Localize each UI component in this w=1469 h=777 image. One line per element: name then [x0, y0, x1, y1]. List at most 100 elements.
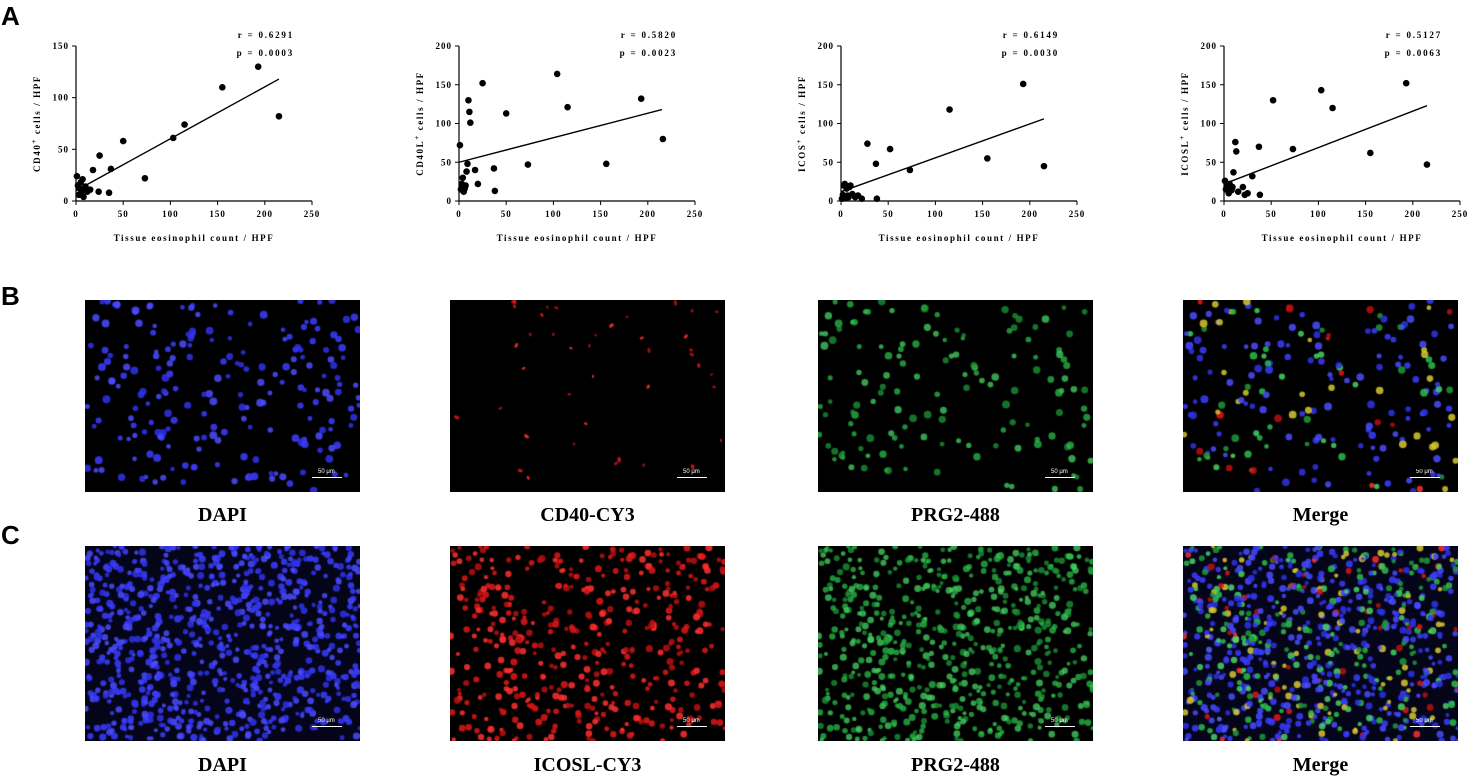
- data-point: [873, 195, 881, 202]
- r-value-label: r = 0.6149: [1003, 30, 1059, 40]
- data-point: [471, 166, 479, 174]
- scatter-chart-svg: 0 50 100 150 200 0 50 100 150 200 250 Tissue eosino…: [1178, 30, 1467, 243]
- data-point: [73, 172, 81, 180]
- r-value-label: r = 0.6291: [238, 30, 294, 40]
- y-tick-label: 50: [1206, 157, 1217, 167]
- y-axis-title-marker: CD40: [32, 144, 42, 172]
- data-point: [275, 112, 283, 120]
- data-point: [219, 84, 226, 91]
- data-point: [502, 110, 510, 117]
- r-value-label: r = 0.5127: [1386, 30, 1442, 40]
- data-point: [1255, 143, 1263, 151]
- data-point: [464, 160, 471, 168]
- y-axis-title: CD40L+ cells / HPF: [413, 71, 425, 176]
- caption-b-merge: Merge: [1292, 504, 1349, 526]
- x-tick-label: 50: [501, 209, 512, 219]
- data-point: [946, 106, 953, 113]
- scale-bar: [1045, 477, 1075, 478]
- p-value-label: p = 0.0003: [237, 48, 294, 58]
- p-value-label: p = 0.0030: [1002, 48, 1059, 58]
- y-axis-title: CD40+ cells / HPF: [30, 75, 42, 172]
- data-point: [95, 188, 102, 195]
- data-point: [86, 186, 94, 193]
- data-point: [1230, 169, 1237, 176]
- x-tick-label: 200: [640, 209, 657, 219]
- x-tick-label: 150: [974, 209, 991, 219]
- micrograph-canvas: [1183, 300, 1458, 492]
- scale-bar: [677, 726, 707, 727]
- y-axis-title-marker: ICOS: [797, 144, 807, 172]
- data-point: [474, 180, 482, 188]
- scatter-chart-svg: 0 50 100 150 200 0 50 100 150 200 250 Tissue eosino…: [413, 30, 704, 243]
- data-point: [462, 182, 469, 189]
- data-point: [1249, 172, 1256, 180]
- data-point: [1244, 189, 1251, 197]
- scale-bar-label: 50 μm: [318, 469, 335, 475]
- data-point: [80, 193, 87, 201]
- data-point: [96, 152, 103, 159]
- data-point: [1239, 183, 1247, 191]
- p-value-label: p = 0.0023: [620, 48, 677, 58]
- data-point: [105, 189, 113, 197]
- x-tick-label: 50: [118, 209, 129, 219]
- x-tick-label: 100: [1310, 209, 1327, 219]
- data-point: [1402, 79, 1410, 87]
- x-tick-label: 150: [209, 209, 226, 219]
- data-point: [1317, 86, 1325, 94]
- scale-bar: [312, 726, 342, 727]
- y-tick-label: 0: [829, 196, 835, 206]
- data-point: [1229, 183, 1236, 191]
- y-axis-title: ICOS+ cells / HPF: [795, 75, 807, 172]
- y-tick-label: 100: [1201, 119, 1218, 129]
- y-axis-title-sup: +: [795, 138, 803, 144]
- x-tick-label: 250: [687, 209, 704, 219]
- regression-line: [1223, 105, 1428, 185]
- scatter-chart-icosl: 0 50 100 150 200 0 50 100 150 200 250 Tissue eosino…: [1148, 28, 1468, 250]
- scale-bar-label: 50 μm: [1416, 469, 1433, 475]
- data-point: [1367, 149, 1374, 157]
- y-axis-title-sup: +: [30, 138, 38, 144]
- regression-line: [75, 78, 280, 192]
- data-point: [1232, 148, 1240, 155]
- micrograph-c-prg2: 50 μm: [818, 546, 1093, 741]
- data-point: [553, 70, 561, 78]
- x-tick-label: 0: [73, 209, 79, 219]
- y-tick-label: 0: [64, 196, 70, 206]
- micrograph-b-merge: 50 μm: [1183, 300, 1458, 492]
- scale-bar-label: 50 μm: [1051, 469, 1068, 475]
- x-tick-label: 50: [1266, 209, 1277, 219]
- scale-bar: [677, 477, 707, 478]
- micrograph-b-cd40: 50 μm: [450, 300, 725, 492]
- scatter-chart-cd40l: 0 50 100 150 200 0 50 100 150 200 250 Tissue eosino…: [383, 28, 703, 250]
- scale-bar: [1045, 726, 1075, 727]
- x-tick-label: 0: [1221, 209, 1227, 219]
- x-tick-label: 150: [1357, 209, 1374, 219]
- y-tick-label: 200: [436, 41, 453, 51]
- data-point: [564, 103, 571, 111]
- x-tick-label: 50: [883, 209, 894, 219]
- r-value-label: r = 0.5820: [621, 30, 677, 40]
- x-axis-title: Tissue eosinophil count / HPF: [1262, 233, 1423, 243]
- data-point: [254, 63, 262, 70]
- micrograph-canvas: [85, 546, 360, 741]
- data-point: [1040, 162, 1048, 170]
- data-point: [524, 161, 532, 168]
- data-point: [459, 174, 467, 182]
- micrograph-b-dapi: 50 μm: [85, 300, 360, 492]
- x-tick-label: 100: [545, 209, 562, 219]
- data-point: [169, 134, 177, 142]
- scale-bar-label: 50 μm: [318, 718, 335, 724]
- y-axis-title-marker: CD40L: [415, 140, 425, 176]
- micrograph-c-icosl: 50 μm: [450, 546, 725, 741]
- data-point: [906, 166, 914, 174]
- data-point: [141, 174, 149, 182]
- scale-bar-label: 50 μm: [683, 469, 700, 475]
- y-axis-title-unit: cells / HPF: [415, 71, 425, 134]
- data-point: [1234, 188, 1242, 195]
- data-point: [89, 166, 97, 174]
- x-tick-label: 100: [927, 209, 944, 219]
- data-point: [79, 176, 86, 183]
- scatter-chart-cd40: 0 50 100 150 0 50 100 150 200 250 Tissue eosinophi…: [0, 28, 320, 250]
- panel-label-a: A: [1, 1, 20, 31]
- data-point: [872, 160, 880, 168]
